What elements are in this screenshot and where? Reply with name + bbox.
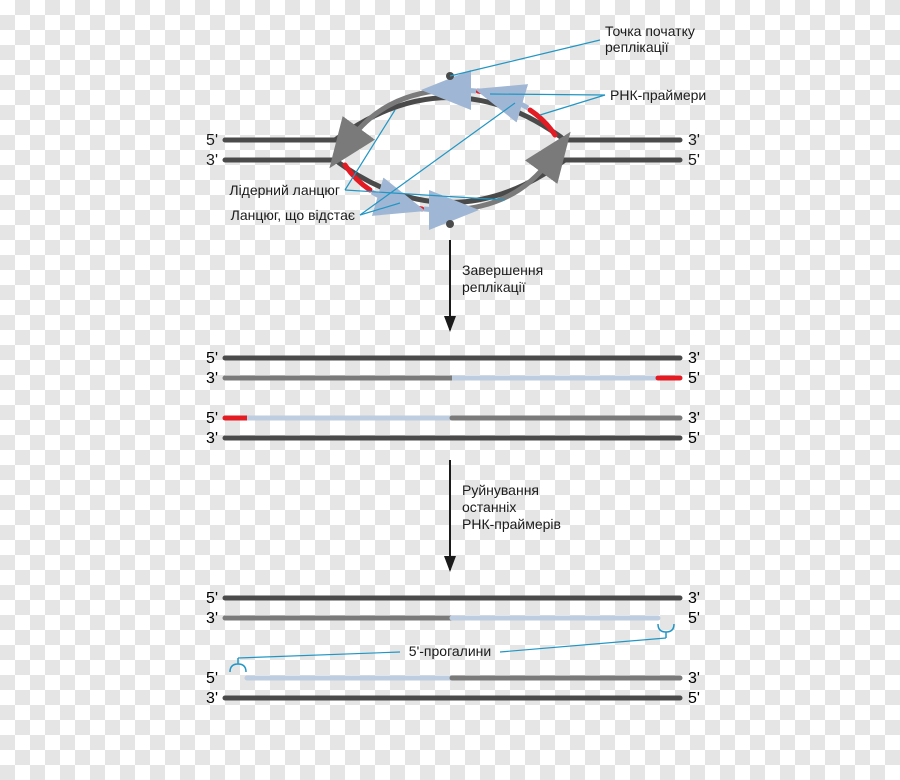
s1-bot-right-5: 5' (688, 152, 700, 169)
s2a-tl: 5' (206, 350, 218, 367)
primer-4 (395, 201, 422, 209)
leading-label: Лідерний ланцюг (229, 182, 340, 198)
s2b-tl: 5' (206, 410, 218, 427)
gaps-label: 5'-прогалини (409, 643, 491, 659)
s3a-tr: 3' (688, 590, 700, 607)
process1-line1: Завершення (462, 262, 543, 278)
s3b-br: 5' (688, 690, 700, 707)
diagram-svg: 5' 3' 3' 5' Точка початку реплікації РНК… (0, 0, 900, 780)
gap-line-left (238, 652, 400, 658)
stage3: 5' 3' 3' 5' 5' 3' 3' 5' 5'-прогалини (206, 590, 700, 707)
s3b-bl: 3' (206, 690, 218, 707)
gap-bracket-right (658, 624, 674, 638)
gap-bracket-left (230, 658, 246, 672)
s2b-br: 5' (688, 430, 700, 447)
process-arrow-2: Руйнування останніх РНК-праймерів (450, 460, 561, 570)
s2b-bl: 3' (206, 430, 218, 447)
bubble-outer-top (225, 98, 680, 141)
process1-line2: реплікації (462, 279, 526, 295)
stage2: 5' 3' 3' 5' 5' 3' 3' 5' (206, 350, 700, 447)
okazaki-arrow-bot-2 (424, 209, 444, 210)
okazaki-arrow-top-1 (508, 99, 528, 108)
s2b-tr: 3' (688, 410, 700, 427)
s1-top-right-3: 3' (688, 132, 700, 149)
primers-label: РНК-праймери (610, 87, 706, 103)
callout-lagging: Ланцюг, що відстає (231, 103, 515, 223)
callout-origin: Точка початку реплікації (450, 23, 695, 76)
origin-dot-bottom (446, 220, 454, 228)
s2a-tr: 3' (688, 350, 700, 367)
process2-line1: Руйнування (462, 482, 539, 498)
s1-bot-left-3: 3' (206, 152, 218, 169)
s3a-br: 5' (688, 610, 700, 627)
process2-line3: РНК-праймерів (462, 516, 561, 532)
gap-line-right (500, 638, 666, 652)
s1-top-left-5: 5' (206, 132, 218, 149)
primer-2 (478, 91, 505, 99)
origin-label-line2: реплікації (605, 39, 669, 55)
s3a-tl: 5' (206, 590, 218, 607)
s3b-tl: 5' (206, 670, 218, 687)
callout-primers: РНК-праймери (490, 87, 706, 115)
s3a-bl: 3' (206, 610, 218, 627)
origin-label-line1: Точка початку (605, 23, 695, 39)
s3b-tr: 3' (688, 670, 700, 687)
process-arrow-1: Завершення реплікації (450, 240, 543, 330)
s2a-br: 5' (688, 370, 700, 387)
okazaki-arrow-top-2 (456, 90, 476, 91)
s2a-bl: 3' (206, 370, 218, 387)
lagging-label: Ланцюг, що відстає (231, 207, 355, 223)
process2-line2: останніх (462, 499, 516, 515)
